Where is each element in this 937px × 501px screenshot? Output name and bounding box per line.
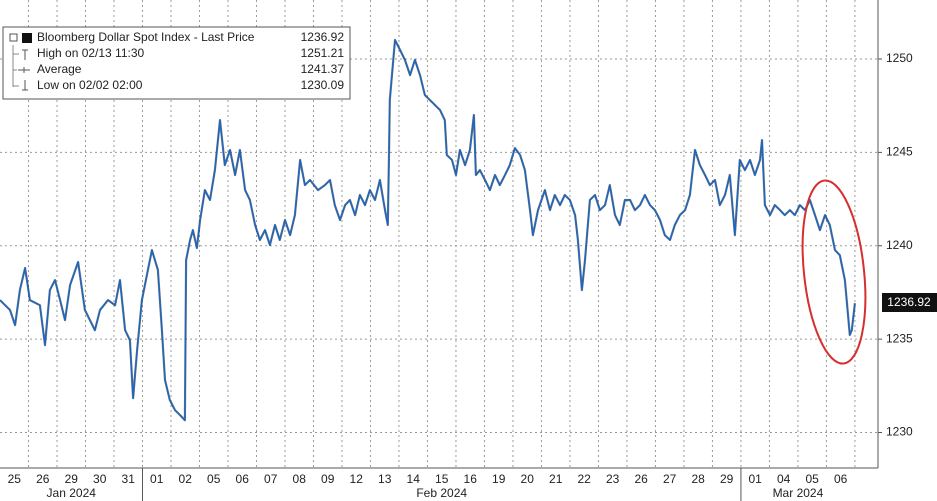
price-line <box>0 39 856 421</box>
x-tick-label: 29 <box>720 472 734 486</box>
month-label: Jan 2024 <box>47 486 97 500</box>
legend-icon-low <box>22 80 28 91</box>
x-tick-label: 04 <box>777 472 791 486</box>
x-tick-label: 02 <box>179 472 193 486</box>
legend-swatch <box>22 33 32 43</box>
month-label: Mar 2024 <box>773 486 824 500</box>
x-tick-label: 20 <box>521 472 535 486</box>
legend: Bloomberg Dollar Spot Index - Last Price… <box>2 26 351 100</box>
x-tick-label: 19 <box>492 472 506 486</box>
legend-value: 1241.37 <box>301 62 345 76</box>
x-tick-label: 06 <box>236 472 250 486</box>
y-tick-label: 1235 <box>886 331 913 345</box>
x-tick-label: 31 <box>122 472 136 486</box>
x-tick-label: 16 <box>464 472 478 486</box>
legend-icon-high <box>22 49 28 60</box>
legend-value: 1230.09 <box>301 78 345 92</box>
legend-label: High on 02/13 11:30 <box>37 46 145 60</box>
legend-tree <box>12 45 19 87</box>
x-tick-label: 01 <box>150 472 164 486</box>
legend-label: Bloomberg Dollar Spot Index - Last Price <box>37 30 255 44</box>
x-tick-label: 29 <box>65 472 79 486</box>
x-tick-label: 12 <box>350 472 364 486</box>
legend-rows: Bloomberg Dollar Spot Index - Last Price… <box>37 30 344 92</box>
x-tick-label: 07 <box>264 472 278 486</box>
y-tick-label: 1240 <box>886 238 913 252</box>
x-tick-label: 28 <box>692 472 706 486</box>
x-tick-label: 14 <box>407 472 421 486</box>
x-tick-label: 26 <box>36 472 50 486</box>
x-tick-label: 26 <box>635 472 649 486</box>
last-price-label: 1236.92 <box>887 295 931 309</box>
x-tick-label: 30 <box>93 472 107 486</box>
x-tick-label: 13 <box>378 472 392 486</box>
x-tick-label: 05 <box>805 472 819 486</box>
month-label: Feb 2024 <box>416 486 467 500</box>
x-tick-label: 25 <box>8 472 22 486</box>
legend-icon-average <box>18 67 30 73</box>
x-tick-label: 06 <box>834 472 848 486</box>
grid <box>0 0 878 468</box>
legend-toggle <box>9 33 18 42</box>
legend-label: Low on 02/02 02:00 <box>37 78 143 92</box>
x-tick-label: 22 <box>578 472 592 486</box>
axes: 1230 1235 1240 1245 1250 25 26 29 30 31 01 02 05 06 07… <box>8 51 913 501</box>
x-tick-label: 09 <box>321 472 335 486</box>
legend-value: 1236.92 <box>301 30 345 44</box>
highlight-ellipse <box>801 179 867 365</box>
legend-box <box>2 26 351 100</box>
legend-value: 1251.21 <box>301 46 345 60</box>
x-tick-label: 21 <box>549 472 563 486</box>
y-tick-label: 1245 <box>886 145 913 159</box>
x-tick-label: 23 <box>606 472 620 486</box>
x-tick-label: 08 <box>293 472 307 486</box>
series <box>0 38 856 422</box>
x-tick-label: 05 <box>207 472 221 486</box>
last-price-box <box>882 293 937 312</box>
x-tick-label: 01 <box>748 472 762 486</box>
x-tick-label: 27 <box>663 472 677 486</box>
x-tick-label: 15 <box>435 472 449 486</box>
y-tick-label: 1230 <box>886 425 913 439</box>
y-tick-label: 1250 <box>886 51 913 65</box>
legend-label: Average <box>37 62 82 76</box>
